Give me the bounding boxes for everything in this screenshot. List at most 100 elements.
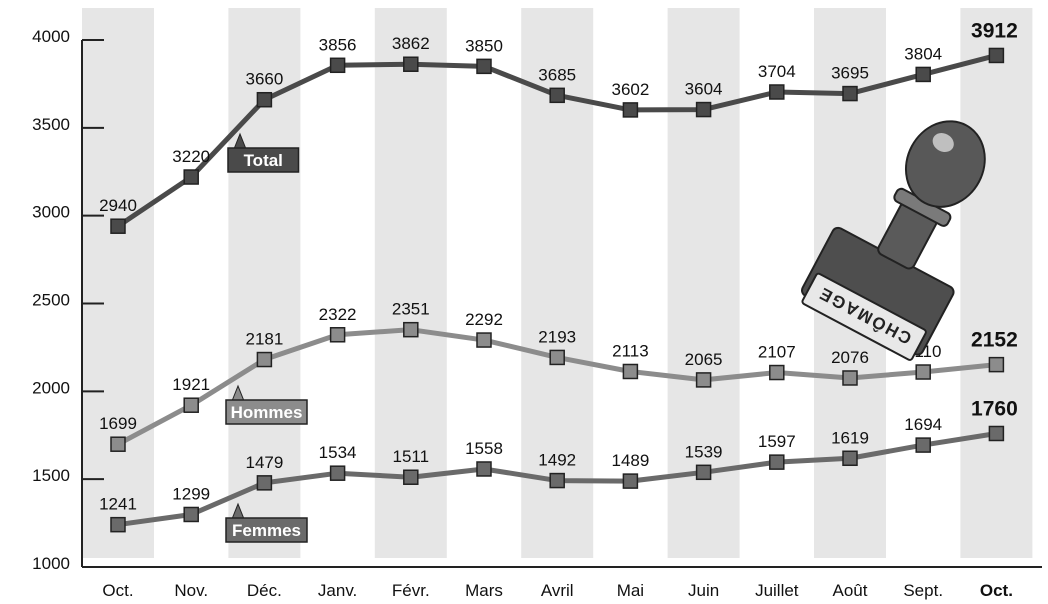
- data-point-hommes: [988, 356, 1005, 373]
- series-tag-femmes: Femmes: [225, 502, 308, 543]
- x-tick-label: Janv.: [318, 581, 357, 600]
- data-label-total: 3850: [465, 36, 503, 55]
- band-0: [82, 8, 154, 558]
- data-label-femmes: 1539: [685, 442, 723, 461]
- x-tick-label: Août: [833, 581, 868, 600]
- data-point-femmes: [403, 469, 419, 485]
- data-point-hommes: [329, 327, 346, 343]
- data-label-femmes: 1534: [319, 443, 357, 462]
- data-label-total: 3604: [685, 80, 723, 99]
- data-label-total: 3220: [172, 147, 210, 166]
- data-label-hommes: 2113: [612, 341, 649, 360]
- data-point-total: [769, 84, 785, 100]
- y-tick-label: 1000: [32, 554, 70, 573]
- data-label-hommes: 2351: [392, 300, 430, 319]
- data-label-femmes: 1241: [99, 495, 137, 514]
- data-labels: 2940 3220 3660 3856 3862 3850 3685 3602 3604 3704…: [99, 19, 1018, 513]
- data-point-hommes: [842, 370, 858, 386]
- data-label-femmes: 1511: [393, 447, 430, 466]
- data-point-total: [476, 58, 492, 75]
- y-tick-label: 2500: [32, 291, 70, 310]
- data-label-hommes: 2065: [685, 350, 723, 369]
- data-label-total: 3660: [245, 70, 283, 89]
- x-tick-label: Févr.: [392, 581, 430, 600]
- data-label-femmes: 1479: [245, 453, 283, 472]
- data-label-femmes: 1299: [172, 484, 210, 503]
- data-point-total: [988, 47, 1005, 64]
- data-point-hommes: [769, 364, 785, 381]
- data-point-total: [842, 85, 858, 102]
- data-label-total: 3685: [538, 65, 576, 84]
- series-tag-hommes: Hommes: [225, 384, 308, 425]
- data-point-hommes: [915, 364, 931, 380]
- x-axis: Oct. Nov. Déc. Janv. Févr. Mars Avril Mai Juin Ju…: [82, 566, 1042, 600]
- data-label-hommes: 1921: [172, 375, 210, 394]
- data-label-hommes: 2322: [319, 305, 357, 324]
- data-point-femmes: [476, 461, 492, 477]
- series-tags: Total Hommes Femmes: [225, 132, 308, 543]
- data-point-hommes: [403, 321, 419, 338]
- data-point-total: [915, 66, 931, 83]
- data-point-femmes: [988, 425, 1005, 442]
- x-tick-label: Juillet: [755, 581, 799, 600]
- y-tick-label: 3000: [32, 203, 70, 222]
- data-label-hommes: 2181: [245, 330, 283, 349]
- data-label-femmes: 1558: [465, 439, 503, 458]
- data-label-total: 3856: [319, 35, 357, 54]
- data-point-femmes: [549, 472, 565, 489]
- data-point-hommes: [183, 397, 199, 413]
- data-point-hommes: [110, 436, 126, 452]
- x-tick-label: Nov.: [174, 581, 208, 600]
- data-point-total: [622, 102, 639, 118]
- data-point-femmes: [110, 516, 126, 533]
- y-tick-label: 2000: [32, 378, 70, 397]
- data-point-total: [329, 57, 346, 74]
- data-label-hommes: 2152: [971, 329, 1018, 352]
- data-label-total: 3862: [392, 34, 430, 53]
- series-tag-label: Hommes: [231, 403, 303, 422]
- x-tick-label: Mars: [465, 581, 503, 600]
- x-tick-label: Avril: [541, 581, 574, 600]
- data-point-hommes: [695, 372, 712, 388]
- data-point-hommes: [549, 349, 565, 366]
- data-label-total: 3695: [831, 64, 869, 83]
- x-tick-label: Déc.: [247, 581, 282, 600]
- series-tag-label: Femmes: [232, 521, 301, 540]
- data-label-femmes: 1619: [831, 428, 869, 447]
- data-label-femmes: 1760: [971, 397, 1018, 420]
- data-point-femmes: [769, 454, 785, 470]
- data-point-total: [695, 101, 712, 118]
- data-point-femmes: [183, 506, 199, 523]
- data-label-femmes: 1597: [758, 432, 796, 451]
- data-label-hommes: 2193: [538, 327, 576, 346]
- y-tick-label: 1500: [32, 466, 70, 485]
- data-point-total: [256, 91, 273, 108]
- series-lines: [110, 47, 1005, 533]
- band-4: [374, 8, 447, 558]
- data-label-hommes: 1699: [99, 414, 137, 433]
- series-tag-label: Total: [244, 151, 283, 170]
- data-label-total: 3912: [971, 19, 1018, 42]
- data-point-total: [549, 87, 565, 104]
- y-tick-label: 3500: [32, 115, 70, 134]
- x-tick-label: Oct.: [102, 581, 133, 600]
- x-tick-label: Juin: [688, 581, 719, 600]
- data-label-total: 3704: [758, 62, 796, 81]
- data-point-total: [183, 169, 199, 185]
- data-label-femmes: 1492: [538, 451, 576, 470]
- y-tick-label: 4000: [32, 27, 70, 46]
- data-point-femmes: [329, 465, 346, 481]
- x-tick-label: Oct.: [980, 581, 1013, 600]
- data-label-total: 3804: [904, 44, 942, 63]
- data-label-hommes: 2107: [758, 343, 796, 362]
- band-12: [960, 8, 1033, 558]
- data-point-femmes: [842, 450, 858, 467]
- data-point-femmes: [256, 475, 273, 491]
- data-point-hommes: [622, 363, 639, 380]
- data-label-femmes: 1694: [904, 415, 942, 434]
- data-label-hommes: 2076: [831, 348, 869, 367]
- data-point-total: [110, 218, 126, 234]
- data-point-hommes: [256, 351, 273, 368]
- data-label-total: 2940: [99, 196, 137, 215]
- data-label-total: 3602: [611, 80, 649, 99]
